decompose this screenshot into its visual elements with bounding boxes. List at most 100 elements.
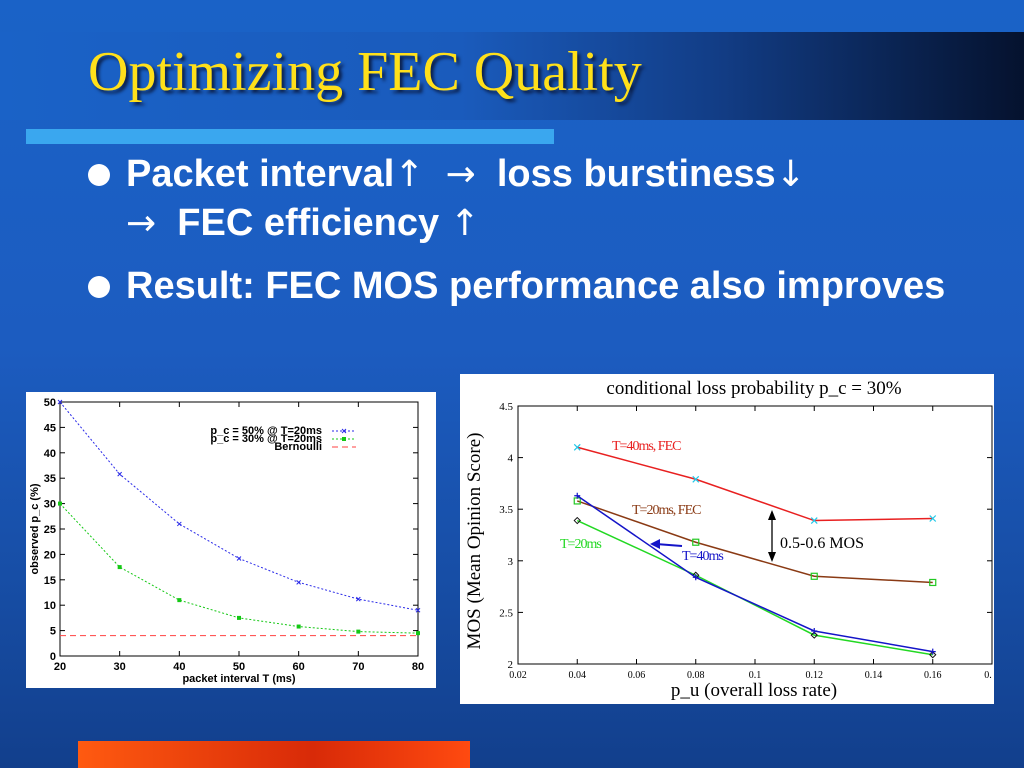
x-tick-label: 0.02: [509, 670, 527, 681]
y-tick-label: 10: [44, 600, 56, 612]
legend-label: p_c = 50% @ T=20ms: [210, 425, 322, 437]
data-point: [296, 579, 302, 585]
x-tick-label: 0.16: [924, 670, 942, 681]
x-tick-label: 0.12: [806, 670, 824, 681]
data-point: [355, 596, 361, 602]
x-tick-label: 0.04: [569, 670, 587, 681]
plot-frame: [517, 405, 993, 665]
series-label: T=20ms: [560, 537, 601, 552]
bullet-text-fec-efficiency: FEC efficiency: [177, 202, 440, 244]
x-tick-label: 30: [114, 661, 126, 673]
series-line: [577, 446, 933, 522]
up-arrow-icon: ↑: [394, 154, 425, 195]
right-arrow-icon: →: [126, 203, 157, 244]
arrowhead-up-icon: [768, 510, 776, 520]
series-line: [576, 519, 933, 656]
data-point: [929, 651, 937, 659]
legend-marker: [341, 428, 347, 434]
bottom-accent-bar: [78, 741, 470, 768]
x-tick-label: 0.06: [628, 670, 646, 681]
x-tick-label: 60: [293, 661, 305, 673]
chart-mos-vs-loss: conditional loss probability p_c = 30% 0.…: [460, 374, 994, 704]
y-tick-label: 30: [44, 499, 56, 511]
series-line: [59, 503, 419, 634]
title-underline: [26, 129, 554, 144]
y-tick-label: 15: [44, 575, 56, 587]
bullet-list: Packet interval↑ → loss burstiness↓ → FE…: [88, 150, 988, 324]
down-arrow-icon: ↓: [775, 154, 806, 195]
y-tick-label: 4: [508, 453, 514, 465]
data-point: [692, 574, 699, 581]
chart-title: conditional loss probability p_c = 30%: [606, 378, 901, 399]
x-tick-label: 0.: [984, 670, 992, 681]
series-label: T=40ms, FEC: [612, 439, 681, 454]
x-axis-label: p_u (overall loss rate): [671, 680, 837, 701]
y-tick-label: 4.5: [499, 401, 513, 413]
data-point: [692, 475, 700, 483]
bullet-item-2: Result: FEC MOS performance also improve…: [88, 262, 988, 310]
data-point: [57, 399, 63, 405]
bullet-text-loss-burstiness: loss burstiness: [496, 153, 776, 195]
data-point: [573, 443, 581, 451]
legend-label: p_c = 30% @ T=20ms: [210, 433, 322, 445]
bullet-dot: [88, 164, 110, 186]
x-tick-label: 0.14: [865, 670, 883, 681]
x-tick-label: 70: [352, 661, 364, 673]
y-tick-label: 45: [44, 422, 56, 434]
y-tick-label: 2.5: [499, 607, 513, 619]
data-point: [810, 631, 818, 639]
title-bar: [0, 32, 1024, 120]
data-point: [929, 515, 937, 522]
slide-title: Optimizing FEC Quality: [88, 41, 642, 103]
data-point: [929, 648, 936, 655]
bullet-item-1: Packet interval↑ → loss burstiness↓ → FE…: [88, 150, 988, 248]
y-axis-label: observed p_c (%): [29, 483, 41, 574]
data-point: [810, 517, 818, 524]
y-tick-label: 3: [508, 556, 514, 568]
data-point: [356, 629, 361, 634]
series-line: [577, 500, 933, 584]
y-tick-label: 3.5: [499, 504, 513, 516]
chart-pc-svg: 20 30 40 50 60 70 8005101520253035404550packet…: [29, 397, 424, 685]
data-point: [929, 578, 937, 587]
data-point: [416, 631, 420, 636]
x-tick-label: 20: [54, 661, 66, 673]
data-point: [574, 492, 581, 499]
data-point: [237, 615, 241, 620]
data-point: [811, 627, 818, 634]
data-point: [415, 607, 421, 613]
y-tick-label: 5: [50, 626, 56, 638]
x-axis-label: packet interval T (ms): [182, 673, 295, 685]
data-point: [177, 598, 182, 603]
pointer-arrowhead-icon: [650, 539, 660, 549]
chart-mos-svg: conditional loss probability p_c = 30% 0.…: [464, 378, 993, 701]
x-tick-label: 0.1: [749, 670, 762, 681]
data-point: [117, 471, 123, 477]
y-tick-label: 2: [508, 659, 514, 671]
y-tick-label: 20: [44, 549, 56, 561]
up-arrow-icon: ↑: [449, 203, 480, 244]
bullet-text-packet-interval: Packet interval: [126, 153, 395, 195]
data-point: [117, 565, 122, 570]
data-point: [176, 521, 182, 527]
x-tick-label: 0.08: [687, 670, 705, 681]
y-tick-label: 40: [44, 448, 56, 460]
y-tick-label: 50: [44, 397, 56, 409]
data-point: [692, 538, 700, 546]
x-tick-label: 50: [233, 661, 245, 673]
chart-pc-vs-interval: 20 30 40 50 60 70 80 0 5 10 15 20 25 30 35 40 45 50 packet…: [26, 392, 436, 688]
y-tick-label: 25: [44, 524, 56, 536]
data-point: [573, 516, 581, 525]
series-label: T=20ms, FEC: [632, 503, 701, 518]
series-label: T=40ms: [682, 549, 723, 564]
bullet-text-result: Result: FEC MOS performance also improve…: [126, 265, 946, 307]
series-line: [576, 495, 933, 653]
x-tick-label: 40: [173, 661, 185, 673]
bullet-dot: [88, 276, 110, 298]
y-tick-label: 35: [44, 473, 56, 485]
right-arrow-icon: →: [445, 154, 476, 195]
legend-label: Bernoulli: [274, 441, 322, 453]
data-point: [810, 572, 818, 580]
x-tick-label: 80: [412, 661, 424, 673]
data-point: [58, 501, 62, 506]
